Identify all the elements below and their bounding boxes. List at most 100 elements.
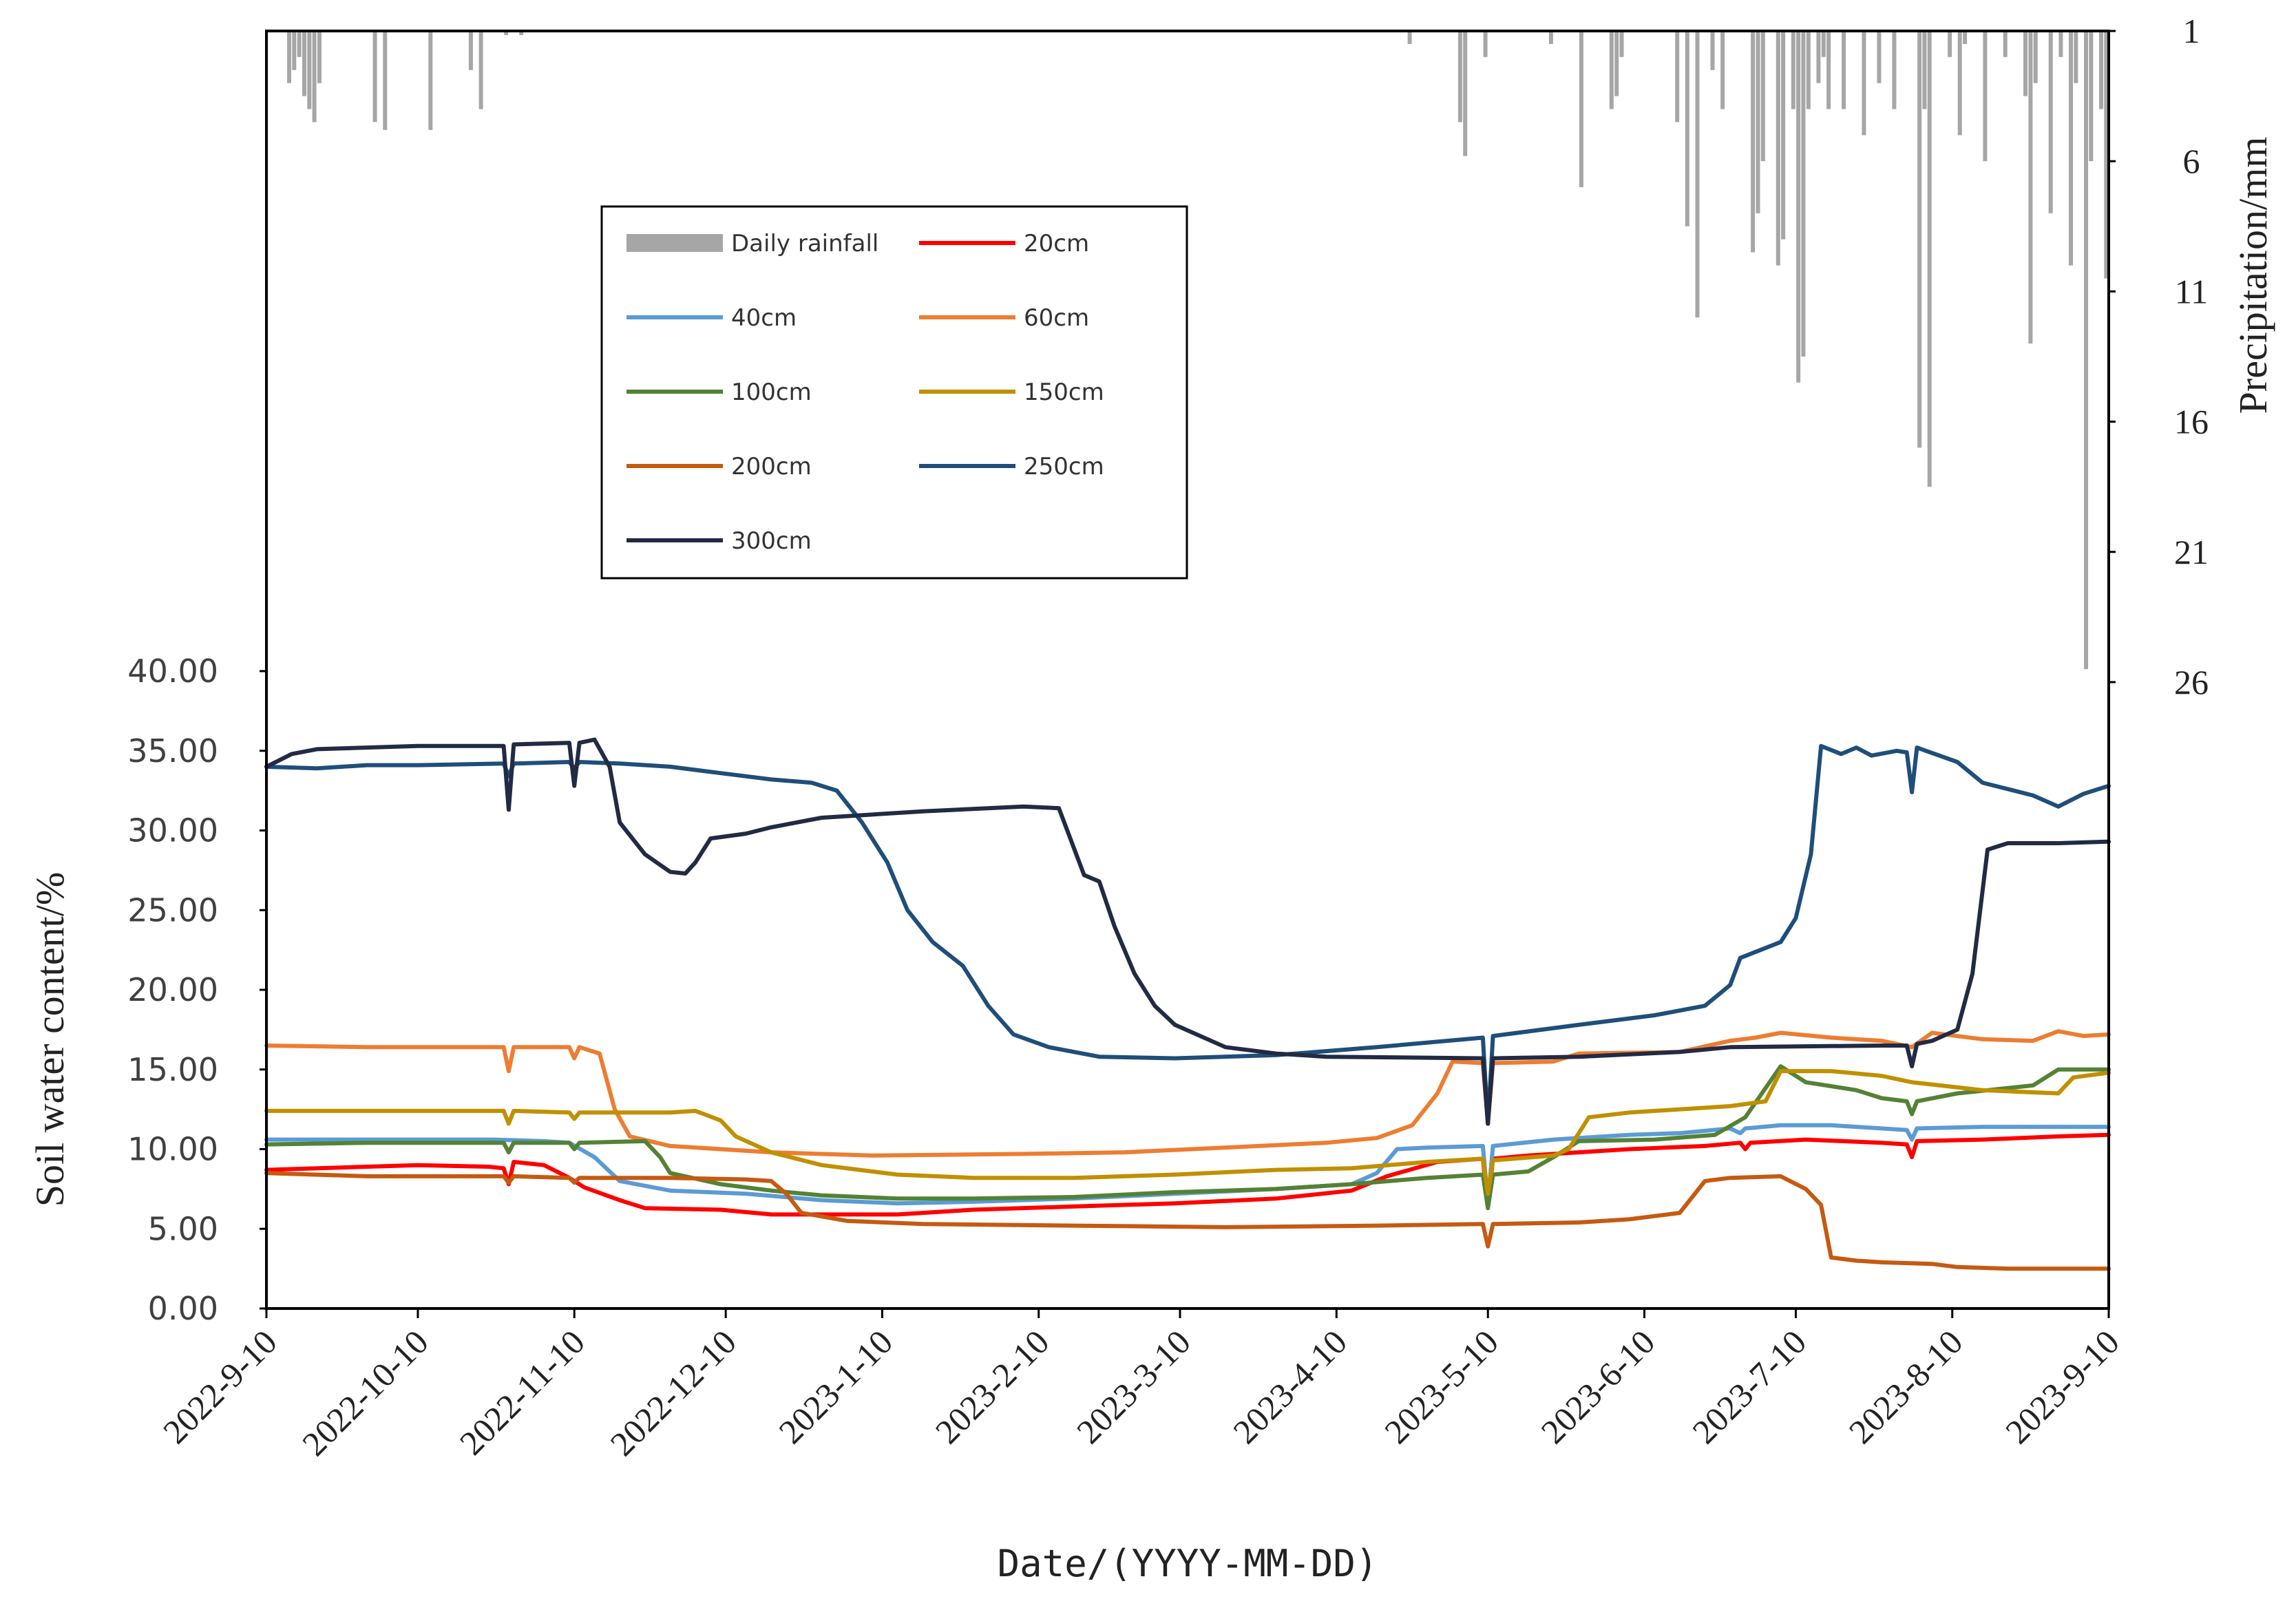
rainfall-bar xyxy=(519,31,524,35)
rainfall-bar xyxy=(2023,31,2028,96)
rainfall-bar xyxy=(2033,31,2038,83)
rainfall-bar xyxy=(1806,31,1811,109)
rainfall-bar xyxy=(1796,31,1801,383)
x-tick-label: 2022-12-10 xyxy=(602,1322,744,1463)
legend-label-250cm: 250cm xyxy=(1024,453,1104,480)
x-tick-label: 2023-2-10 xyxy=(928,1322,1057,1451)
x-tick-label: 2023-8-10 xyxy=(1842,1322,1970,1451)
rainfall-bar xyxy=(1957,31,1962,136)
x-tick-label: 2022-11-10 xyxy=(452,1322,592,1462)
y-ticks: 0.00 5.00 10.00 15.00 20.00 25.00 30.00 35.00 40… xyxy=(127,653,266,1327)
rainfall-bar xyxy=(428,31,433,130)
rainfall-bar xyxy=(2074,31,2078,83)
rainfall-bar xyxy=(1756,31,1760,213)
rainfall-bar xyxy=(1791,31,1795,109)
x-tick-label: 2023-7-10 xyxy=(1685,1322,1813,1451)
legend-label-60cm: 60cm xyxy=(1024,304,1089,332)
series-lines xyxy=(264,737,2111,1271)
x-tick-label: 2023-3-10 xyxy=(1069,1322,1198,1451)
rainfall-bar xyxy=(297,31,302,57)
legend-label-40cm: 40cm xyxy=(731,304,797,332)
rainfall-bar xyxy=(2099,31,2103,109)
legend-label-20cm: 20cm xyxy=(1024,230,1089,257)
legend-label-100cm: 100cm xyxy=(731,379,812,406)
x-tick-label: 2023-6-10 xyxy=(1533,1322,1662,1451)
x-tick-label: 2022-9-10 xyxy=(156,1322,284,1451)
x-tick-label: 2023-1-10 xyxy=(771,1322,900,1451)
rainfall-bar xyxy=(307,31,312,109)
rainfall-bar xyxy=(1776,31,1780,266)
rainfall-bar xyxy=(1948,31,1952,57)
rainfall-bar xyxy=(1862,31,1866,136)
rainfall-bar xyxy=(468,31,473,70)
legend-label-150cm: 150cm xyxy=(1024,379,1104,406)
series-line-150cm xyxy=(264,1069,2111,1196)
rainfall-bar xyxy=(1760,31,1765,162)
x-tick-label: 2023-4-10 xyxy=(1225,1322,1354,1451)
rainfall-bar xyxy=(1922,31,1927,109)
x-tick-label: 2022-10-10 xyxy=(295,1322,436,1463)
legend-label-300cm: 300cm xyxy=(731,527,812,555)
y-tick-label: 25.00 xyxy=(127,891,218,929)
rainfall-bar xyxy=(2069,31,2073,266)
plot-frame xyxy=(265,30,2110,1310)
y-tick-label: 35.00 xyxy=(127,732,218,770)
y-axis-title: Soil water content/% xyxy=(28,872,72,1207)
y2-tick-label: 26 xyxy=(2174,663,2209,701)
axes xyxy=(265,30,2110,1310)
series-line-200cm xyxy=(264,1171,2111,1271)
legend-label-200cm: 200cm xyxy=(731,453,812,480)
x-ticks: 2022-9-10 2022-10-10 2022-11-10 2022-12-10 2… xyxy=(156,1309,2127,1463)
rainfall-bars xyxy=(287,31,2109,670)
rainfall-bar xyxy=(1821,31,1826,57)
rainfall-bar xyxy=(2048,31,2053,213)
series-line-60cm xyxy=(264,1029,2111,1158)
y-tick-label: 40.00 xyxy=(127,653,218,690)
rainfall-bar xyxy=(2058,31,2063,57)
rainfall-bar xyxy=(2084,31,2088,670)
x-tick-label: 2023-9-10 xyxy=(1998,1322,2127,1451)
rainfall-bar xyxy=(1619,31,1624,57)
rainfall-bar xyxy=(1816,31,1821,83)
rainfall-bar xyxy=(1609,31,1614,109)
y2-tick-label: 11 xyxy=(2175,272,2208,310)
rainfall-bar xyxy=(317,31,322,83)
y2-axis-title: Precipitation/mm xyxy=(2231,137,2275,414)
y-tick-label: 20.00 xyxy=(127,971,218,1008)
legend: Daily rainfall 20cm 40cm 60cm 100cm 150cm 200c… xyxy=(600,205,1188,580)
series-line-250cm xyxy=(264,743,2111,1126)
rainfall-bar xyxy=(2003,31,2008,57)
rainfall-bar xyxy=(1407,31,1412,44)
series-line-20cm xyxy=(264,1132,2111,1217)
rainfall-bar xyxy=(1457,31,1462,123)
y2-tick-label: 6 xyxy=(2183,142,2200,180)
rainfall-bar xyxy=(2028,31,2033,344)
rainfall-bar xyxy=(1720,31,1725,109)
series-line-300cm xyxy=(264,737,2111,1126)
rainfall-bar xyxy=(1548,31,1553,44)
x-tick-label: 2023-5-10 xyxy=(1377,1322,1506,1451)
y-tick-label: 5.00 xyxy=(148,1210,218,1247)
rainfall-bar xyxy=(1983,31,1988,162)
rainfall-bar xyxy=(302,31,306,96)
rainfall-bar xyxy=(2089,31,2094,162)
x-axis-title: Date/(YYYY-MM-DD) xyxy=(998,1542,1378,1585)
rainfall-bar xyxy=(1842,31,1846,109)
rainfall-bar xyxy=(383,31,388,130)
rainfall-bar xyxy=(1710,31,1715,70)
rainfall-bar xyxy=(1927,31,1932,487)
rainfall-bar xyxy=(1614,31,1619,96)
rainfall-bar xyxy=(1579,31,1583,187)
rainfall-bar xyxy=(1826,31,1831,109)
rainfall-bar xyxy=(1751,31,1756,253)
rainfall-bar xyxy=(1675,31,1680,123)
rainfall-bar xyxy=(478,31,483,109)
rainfall-bar xyxy=(292,31,297,70)
rainfall-bar xyxy=(1963,31,1968,44)
y-tick-label: 15.00 xyxy=(127,1051,218,1088)
y2-tick-label: 1 xyxy=(2183,12,2200,50)
rainfall-bar xyxy=(1695,31,1700,318)
rainfall-bar xyxy=(2104,31,2109,279)
